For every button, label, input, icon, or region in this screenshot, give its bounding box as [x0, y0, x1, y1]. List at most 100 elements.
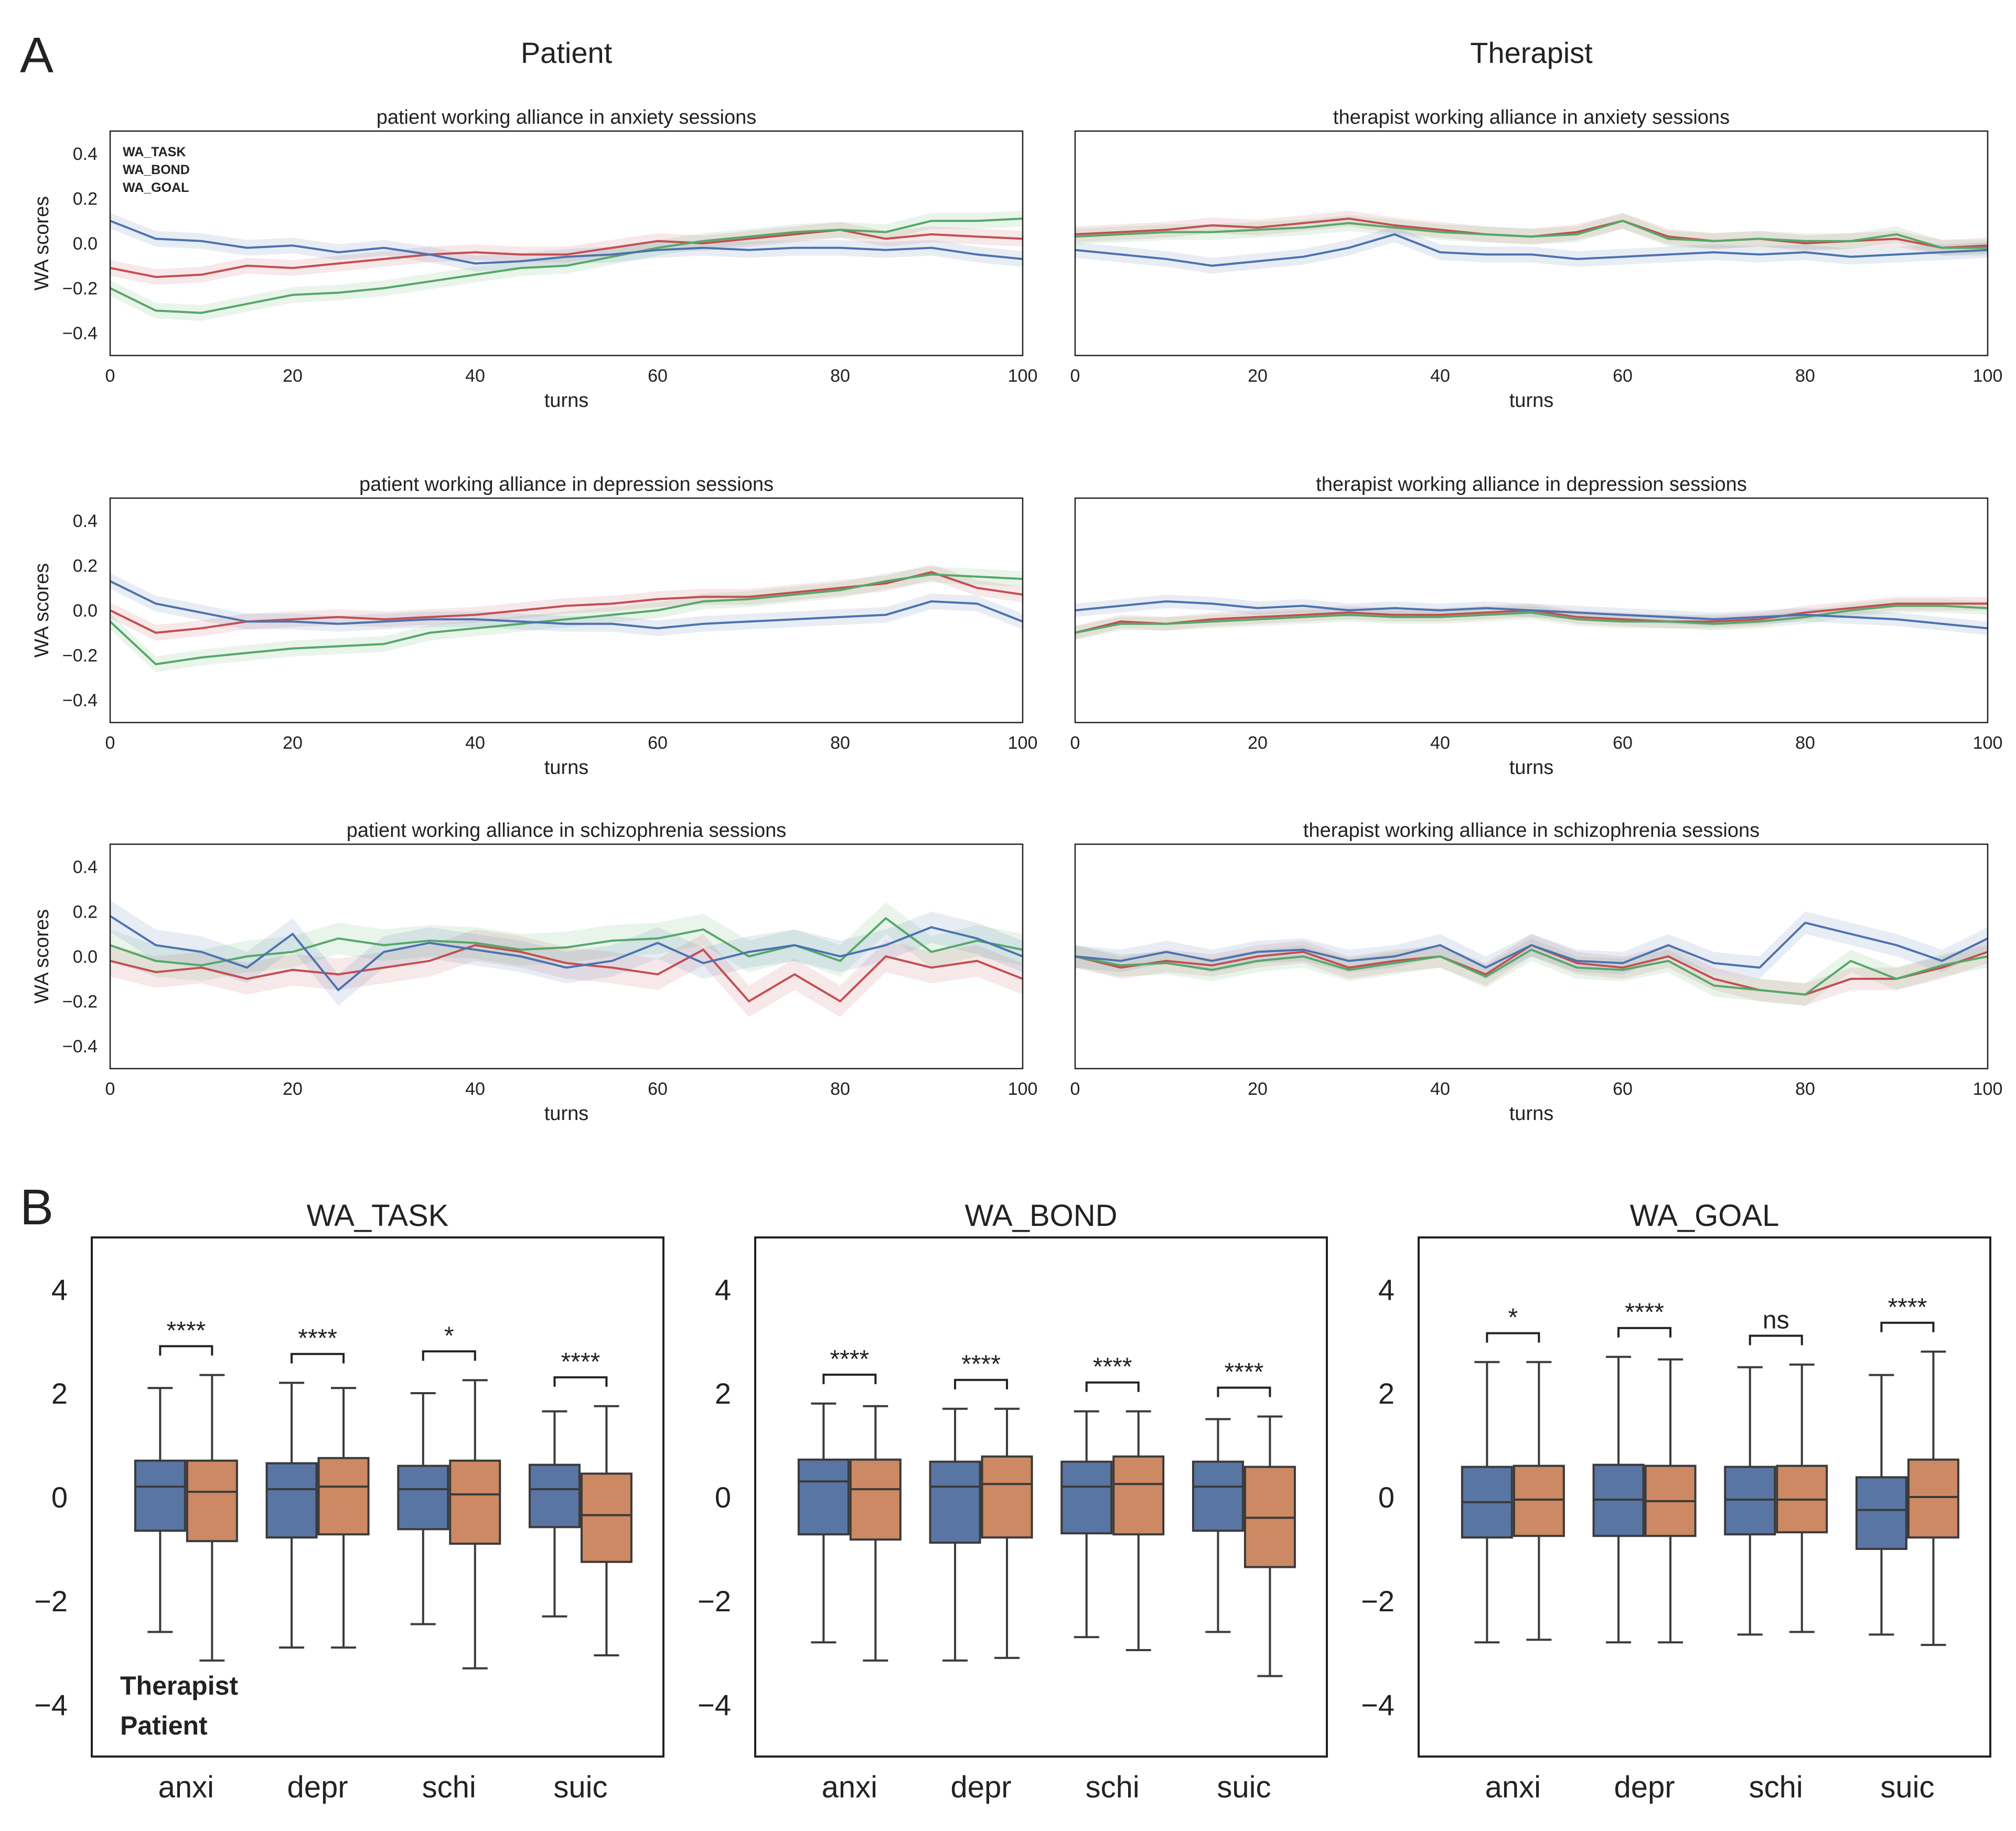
series-line-wa_goal — [110, 220, 1023, 265]
line-chart-1: patient working alliance in anxiety sess… — [31, 106, 1037, 412]
confidence-band-wa_task — [110, 564, 1023, 641]
plot-frame — [1074, 497, 1989, 724]
significance-label: * — [444, 1322, 454, 1350]
category-label: schi — [1086, 1770, 1140, 1804]
y-axis-label: WA scores — [31, 909, 53, 1004]
box-patient-anxi — [186, 1374, 238, 1662]
category-label: suic — [1880, 1770, 1934, 1804]
significance-bracket — [1880, 1321, 1935, 1332]
line-chart-6: therapist working alliance in schizophre… — [1070, 820, 2003, 1125]
category-label: anxi — [1485, 1770, 1541, 1804]
category-label: suic — [1217, 1770, 1271, 1804]
y-tick-label: −0.4 — [62, 691, 98, 710]
chart-title: therapist working alliance in depression… — [1316, 473, 1747, 496]
significance-label: **** — [961, 1351, 1001, 1378]
plot-frame — [109, 497, 1024, 724]
box-therapist-suic — [1855, 1374, 1907, 1636]
y-tick-label: 0.4 — [73, 857, 98, 877]
box-chart-wa-task: WA_TASK −4 −2 0 2 4 **** anxi **** depr * schi **** s… — [34, 1199, 664, 1804]
significance-label: **** — [1093, 1353, 1132, 1381]
box-body — [1112, 1455, 1165, 1536]
confidence-band-wa_task — [1075, 597, 1988, 640]
box-therapist-depr — [1592, 1355, 1645, 1644]
confidence-band-wa_goal — [110, 900, 1023, 1006]
significance-bracket — [291, 1353, 345, 1364]
confidence-band-wa_goal — [1075, 595, 1988, 636]
y-tick-label: 0 — [715, 1481, 731, 1514]
y-tick-label: 0.2 — [73, 556, 98, 576]
chart-title: patient working alliance in schizophreni… — [347, 820, 787, 842]
chart-title: WA_TASK — [307, 1199, 449, 1233]
x-tick-label: 60 — [1613, 733, 1633, 753]
significance-label: **** — [830, 1345, 869, 1373]
box-body — [1855, 1476, 1907, 1550]
significance-bracket — [1217, 1386, 1271, 1397]
box-therapist-schi — [397, 1392, 449, 1625]
box-patient-depr — [1644, 1358, 1697, 1644]
series-line-wa_goal — [110, 580, 1023, 630]
y-axis-label: WA scores — [31, 563, 53, 658]
plot-frame — [1418, 1236, 1991, 1758]
y-tick-label: 2 — [51, 1377, 68, 1410]
x-tick-label: 80 — [830, 733, 850, 753]
x-tick-label: 20 — [1248, 733, 1268, 753]
confidence-band-wa_goal — [110, 573, 1023, 637]
y-tick-label: 2 — [715, 1377, 731, 1410]
y-tick-label: 2 — [1378, 1377, 1395, 1410]
x-tick-label: 20 — [283, 733, 303, 753]
x-tick-label: 0 — [105, 733, 115, 753]
y-axis-label: WA scores — [31, 196, 53, 290]
chart-title: therapist working alliance in anxiety se… — [1333, 106, 1730, 128]
box-chart-wa-bond: WA_BOND −4 −2 0 2 4 **** anxi **** depr **** schi **… — [698, 1199, 1328, 1804]
legend-patient: Patient — [120, 1711, 208, 1740]
box-therapist-suic — [1192, 1418, 1244, 1633]
y-tick-label: 4 — [715, 1273, 731, 1306]
significance-label: **** — [1888, 1294, 1927, 1321]
box-body — [1060, 1460, 1113, 1535]
y-tick-label: 0.2 — [73, 189, 98, 209]
significance-label: ns — [1763, 1307, 1789, 1334]
x-tick-label: 40 — [465, 366, 485, 386]
significance-bracket — [553, 1376, 608, 1387]
box-body — [397, 1464, 449, 1531]
significance-bracket — [422, 1350, 476, 1361]
plot-frame — [109, 130, 1024, 357]
plot-frame — [91, 1236, 664, 1758]
plots-layer: patient working alliance in anxiety sess… — [31, 106, 2002, 1804]
x-axis-label: turns — [544, 757, 588, 779]
significance-label: **** — [1625, 1299, 1664, 1327]
y-tick-label: 0.0 — [73, 234, 98, 254]
y-tick-label: −0.4 — [62, 324, 98, 343]
box-body — [849, 1458, 902, 1541]
plot-frame — [754, 1236, 1328, 1758]
legend-entry-wa_goal: WA_GOAL — [123, 180, 189, 195]
x-tick-label: 80 — [1795, 733, 1815, 753]
y-tick-label: 0 — [51, 1481, 68, 1514]
box-body — [265, 1462, 318, 1539]
x-tick-label: 60 — [1613, 366, 1633, 386]
series-line-wa_goal — [1075, 600, 1988, 630]
x-tick-label: 100 — [1973, 366, 2003, 386]
category-label: anxi — [822, 1770, 877, 1804]
box-patient-suic — [580, 1405, 632, 1656]
y-tick-label: −4 — [698, 1688, 731, 1721]
y-tick-label: 0.0 — [73, 947, 98, 967]
x-tick-label: 0 — [1070, 733, 1080, 753]
y-tick-label: −2 — [698, 1585, 731, 1618]
x-tick-label: 100 — [1973, 1079, 2003, 1099]
x-tick-label: 60 — [648, 366, 668, 386]
x-tick-label: 0 — [1070, 366, 1080, 386]
column-title-therapist: Therapist — [1470, 36, 1593, 69]
x-axis-label: turns — [544, 1103, 588, 1125]
confidence-band-wa_goal — [110, 213, 1023, 272]
confidence-band-wa_bond — [1075, 599, 1988, 640]
significance-bracket — [1486, 1332, 1540, 1343]
box-therapist-anxi — [797, 1402, 850, 1644]
category-label: schi — [1749, 1770, 1803, 1804]
chart-title: therapist working alliance in schizophre… — [1303, 820, 1760, 842]
series-line-wa_bond — [1075, 605, 1988, 634]
box-patient-schi — [1776, 1363, 1828, 1633]
box-patient-anxi — [849, 1405, 902, 1662]
x-tick-label: 60 — [648, 733, 668, 753]
y-tick-label: 0.4 — [73, 511, 98, 531]
